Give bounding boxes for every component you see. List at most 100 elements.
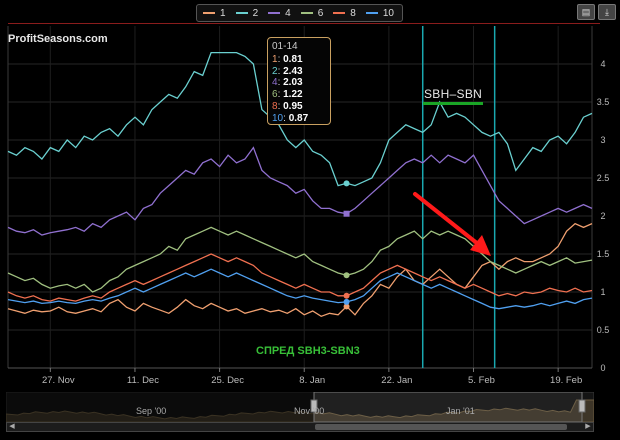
tooltip-value: 2.03 bbox=[283, 77, 303, 89]
hover-marker-4 bbox=[343, 210, 350, 217]
series-line-2 bbox=[7, 51, 593, 187]
hover-marker-1 bbox=[343, 303, 350, 310]
series-line-4 bbox=[7, 146, 593, 236]
series-line-6 bbox=[7, 226, 593, 293]
tooltip-key: 6 bbox=[272, 89, 278, 101]
tooltip-sep: : bbox=[277, 77, 284, 89]
tooltip-key: 2 bbox=[272, 65, 278, 77]
legend-item-10[interactable]: 10 bbox=[365, 7, 394, 19]
tooltip-key: 1 bbox=[272, 53, 278, 65]
y-tick-label: 0 bbox=[600, 363, 605, 373]
print-icon: ▤ bbox=[581, 7, 591, 17]
legend-label: 10 bbox=[382, 7, 394, 19]
download-button[interactable]: ⤓ bbox=[598, 4, 616, 20]
hover-markers bbox=[343, 180, 350, 310]
tooltip-value: 0.87 bbox=[288, 112, 309, 124]
legend-item-2[interactable]: 2 bbox=[235, 7, 259, 19]
chevron-left-icon: ◀ bbox=[9, 423, 15, 430]
tooltip-key: 4 bbox=[272, 77, 278, 89]
legend-label: 1 bbox=[220, 7, 226, 19]
tooltip-value: 2.43 bbox=[283, 65, 303, 77]
chart-toolbar: 1 2 4 6 8 10 ▤ ⤓ bbox=[0, 0, 620, 24]
x-tick-label: 11. Dec bbox=[127, 375, 159, 386]
sbh-underline bbox=[423, 102, 483, 105]
y-tick-label: 1.5 bbox=[597, 249, 610, 259]
chevron-right-icon: ▶ bbox=[585, 423, 591, 430]
watermark: ProfitSeasons.com bbox=[8, 33, 108, 45]
spread-label: СПРЕД SBH3-SBN3 bbox=[250, 344, 366, 358]
series-line-1 bbox=[7, 222, 593, 318]
tooltip-row-4: 4: 2.03 bbox=[272, 77, 330, 89]
legend-label: 2 bbox=[252, 7, 259, 19]
arrow-head bbox=[470, 235, 491, 256]
legend-label: 6 bbox=[317, 7, 324, 19]
plot-top-border bbox=[8, 23, 600, 24]
legend-swatch bbox=[235, 12, 248, 14]
legend-item-1[interactable]: 1 bbox=[203, 8, 226, 19]
y-tick-label: 0.5 bbox=[597, 325, 610, 335]
y-tick-label: 2.5 bbox=[597, 173, 610, 183]
tooltip-key: 8 bbox=[272, 100, 278, 112]
scrollbar[interactable]: ◀ ▶ bbox=[6, 422, 594, 432]
legend: 1 2 4 6 8 10 bbox=[196, 4, 403, 22]
series-line-8 bbox=[7, 253, 593, 302]
legend-swatch bbox=[365, 12, 378, 14]
tooltip-row-8: 8: 0.95 bbox=[272, 101, 330, 113]
y-tick-label: 1 bbox=[600, 287, 605, 297]
tooltip-sep: : bbox=[277, 65, 284, 77]
arrow-shaft bbox=[413, 192, 480, 246]
tooltip: 01-14 1: 0.81 2: 2.43 4: 2.03 6: 1.22 8: 0.9… bbox=[267, 37, 331, 125]
hover-marker-10 bbox=[343, 298, 350, 305]
navigator-label: Jan '01 bbox=[446, 406, 475, 416]
navigator-handle-right bbox=[578, 399, 586, 413]
tooltip-row-2: 2: 2.43 bbox=[272, 66, 330, 78]
x-tick-label: 19. Feb bbox=[550, 375, 582, 386]
tooltip-row-10: 10: 0.87 bbox=[272, 113, 330, 125]
download-icon: ⤓ bbox=[605, 7, 609, 17]
tooltip-key: 10 bbox=[272, 112, 284, 124]
tooltip-sep: : bbox=[277, 53, 284, 65]
hover-marker-2 bbox=[343, 180, 350, 187]
navigator-handle-left bbox=[310, 399, 318, 413]
legend-swatch bbox=[203, 12, 215, 14]
navigator-mask-left bbox=[6, 392, 314, 422]
y-tick-label: 4 bbox=[600, 59, 605, 69]
series-line-10 bbox=[7, 268, 593, 310]
tooltip-value: 0.95 bbox=[283, 100, 303, 112]
hover-marker-8 bbox=[343, 292, 350, 299]
scroll-left-button[interactable]: ◀ bbox=[7, 423, 17, 431]
tooltip-sep: : bbox=[283, 112, 289, 124]
tooltip-sep: : bbox=[277, 89, 284, 101]
y-tick-label: 2 bbox=[600, 211, 605, 221]
legend-swatch bbox=[300, 12, 313, 14]
x-tick-label: 8. Jan bbox=[299, 375, 325, 386]
navigator-area bbox=[6, 399, 594, 422]
hover-marker-6 bbox=[343, 272, 350, 279]
x-tick-label: 27. Nov bbox=[42, 375, 75, 386]
tooltip-row-6: 6: 1.22 bbox=[272, 89, 330, 101]
navigator[interactable]: Sep '00 Nov '00 Jan '01 bbox=[6, 392, 594, 422]
legend-swatch bbox=[268, 12, 281, 14]
sbh-label: SBH–SBN bbox=[424, 87, 483, 101]
series-group bbox=[7, 51, 593, 318]
x-tick-label: 22. Jan bbox=[381, 375, 412, 386]
red-arrow bbox=[413, 192, 491, 256]
tooltip-value: 0.81 bbox=[283, 53, 303, 65]
legend-item-6[interactable]: 6 bbox=[300, 7, 324, 19]
x-tick-label: 5. Feb bbox=[468, 375, 495, 386]
tooltip-value: 1.22 bbox=[283, 89, 303, 101]
legend-label: 4 bbox=[285, 7, 291, 19]
tooltip-sep: : bbox=[277, 100, 284, 112]
scroll-right-button[interactable]: ▶ bbox=[583, 423, 593, 431]
legend-label: 8 bbox=[350, 7, 356, 19]
navigator-label: Sep '00 bbox=[136, 406, 166, 416]
y-tick-label: 3 bbox=[600, 135, 605, 145]
scroll-thumb[interactable] bbox=[315, 424, 567, 430]
legend-swatch bbox=[333, 12, 346, 14]
x-tick-label: 25. Dec bbox=[211, 375, 244, 386]
legend-item-8[interactable]: 8 bbox=[333, 8, 356, 19]
tooltip-date: 01-14 bbox=[272, 41, 298, 52]
print-button[interactable]: ▤ bbox=[577, 4, 595, 20]
legend-item-4[interactable]: 4 bbox=[268, 8, 291, 19]
tooltip-row-1: 1: 0.81 bbox=[272, 54, 330, 66]
